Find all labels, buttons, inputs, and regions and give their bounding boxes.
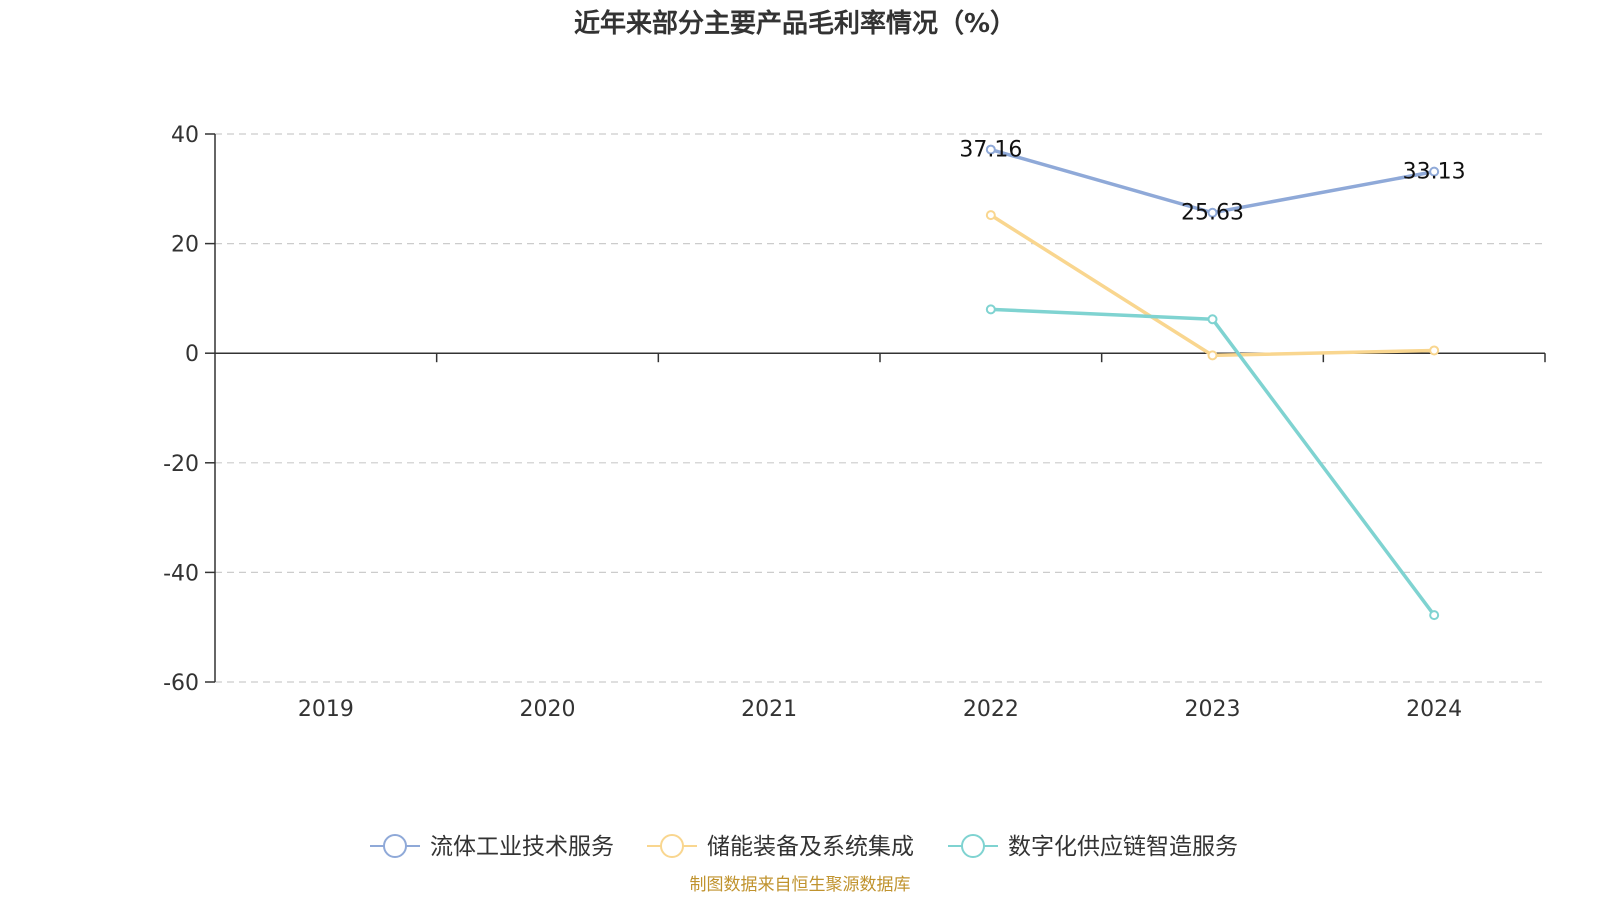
y-tick-label: 20	[171, 233, 199, 258]
data-point[interactable]	[1207, 314, 1218, 325]
x-tick-label: 2023	[1185, 697, 1241, 722]
y-tick-label: -40	[163, 561, 199, 586]
x-tick-label: 2024	[1406, 697, 1462, 722]
legend-label: 数字化供应链智造服务	[1008, 834, 1238, 860]
data-point[interactable]	[1429, 610, 1440, 621]
gridlines	[215, 133, 1545, 683]
legend-marker-icon	[383, 834, 407, 858]
x-tick-label: 2021	[741, 697, 797, 722]
data-point[interactable]	[1429, 166, 1440, 177]
legend-marker-icon	[660, 834, 684, 858]
x-tick-label: 2022	[963, 697, 1019, 722]
legend-label: 储能装备及系统集成	[707, 834, 914, 860]
data-labels: 37.16 25.63 33.13	[959, 138, 1465, 226]
legend-label: 流体工业技术服务	[430, 834, 614, 860]
data-label: 25.63	[1181, 201, 1244, 226]
axes: 40 20 0 -20 -40 -60 2019 2020 2021 2022 2023 2024	[163, 123, 1546, 722]
chart-title: 近年来部分主要产品毛利率情况（%）	[574, 8, 1016, 39]
data-point[interactable]	[985, 210, 996, 221]
data-label: 33.13	[1403, 160, 1466, 185]
source-note: 制图数据来自恒生聚源数据库	[690, 875, 911, 895]
data-point[interactable]	[1207, 207, 1218, 218]
y-tick-label: -20	[163, 452, 199, 477]
legend-marker-icon	[961, 834, 985, 858]
series-lines	[985, 144, 1440, 621]
data-point[interactable]	[985, 144, 996, 155]
data-point[interactable]	[1429, 345, 1440, 356]
data-point[interactable]	[1207, 350, 1218, 361]
legend-item-3[interactable]: 数字化供应链智造服务	[948, 834, 1238, 860]
data-point[interactable]	[985, 304, 996, 315]
y-tick-label: 0	[185, 342, 199, 367]
legend[interactable]: 流体工业技术服务 储能装备及系统集成 数字化供应链智造服务	[370, 834, 1238, 860]
x-tick-label: 2019	[298, 697, 354, 722]
x-tick-label: 2020	[520, 697, 576, 722]
y-tick-label: -60	[163, 671, 199, 696]
series-line-2	[989, 213, 1435, 358]
legend-item-2[interactable]: 储能装备及系统集成	[647, 834, 914, 860]
legend-item-1[interactable]: 流体工业技术服务	[370, 834, 614, 860]
data-label: 37.16	[959, 138, 1022, 163]
y-tick-label: 40	[171, 123, 199, 148]
